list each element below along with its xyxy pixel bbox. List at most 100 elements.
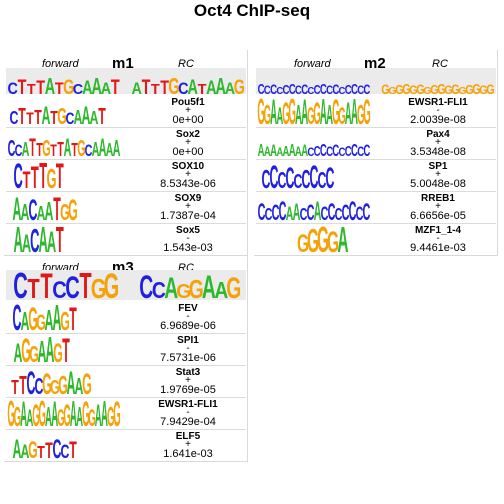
logo-letter-G: G bbox=[226, 273, 241, 305]
logo-letter-C: C bbox=[302, 165, 311, 194]
logo-letter-T: T bbox=[198, 82, 207, 98]
logo-letter-T: T bbox=[18, 103, 26, 129]
logo-letter-C: C bbox=[310, 160, 319, 196]
match-logo: C T T T A T GC A A A T bbox=[9, 102, 106, 130]
row-separator bbox=[256, 223, 496, 224]
logo-letter-A: A bbox=[67, 366, 76, 402]
row-separator bbox=[6, 127, 246, 128]
logo-letter-A: A bbox=[47, 226, 56, 258]
logo-letter-A: A bbox=[264, 143, 271, 159]
logo-letter-C: C bbox=[52, 435, 61, 465]
match-row: T T C C G G G A A G Stat3 +1.9769e-05 bbox=[4, 366, 248, 402]
logo-letter-C: C bbox=[30, 223, 39, 260]
logo-letter-A: A bbox=[101, 80, 111, 98]
logo-letter-A: A bbox=[70, 393, 77, 434]
logo-letter-A: A bbox=[206, 77, 216, 98]
logo-letter-C: C bbox=[314, 143, 321, 160]
motif-name: SPI1 bbox=[177, 335, 199, 346]
logo-letter-T: T bbox=[56, 220, 64, 260]
logo-letter-G: G bbox=[465, 82, 473, 97]
logo-letter-G: G bbox=[63, 75, 74, 98]
logo-letter-G: G bbox=[38, 393, 45, 434]
logo-letter-T: T bbox=[26, 110, 34, 128]
forward-label: forward bbox=[42, 58, 79, 70]
logo-letter-A: A bbox=[52, 298, 61, 338]
logo-letter-G: G bbox=[14, 402, 21, 433]
logo-letter-G: G bbox=[60, 199, 70, 225]
logo-letter-C: C bbox=[276, 86, 283, 97]
match-logo: A AG T T C C T bbox=[12, 435, 76, 465]
p-value: 6.9689e-06 bbox=[160, 320, 216, 332]
consensus-logo-rc: A T T T GCA T A AAG bbox=[132, 75, 245, 100]
logo-letter-C: C bbox=[363, 199, 371, 226]
logo-letter-C: C bbox=[152, 277, 166, 303]
logo-letter-C: C bbox=[332, 141, 339, 159]
logo-letter-C: C bbox=[349, 196, 357, 226]
strand-sign: + bbox=[185, 105, 191, 116]
logo-letter-T: T bbox=[71, 140, 78, 161]
row-separator bbox=[256, 127, 496, 128]
logo-letter-T: T bbox=[36, 140, 43, 161]
match-logo: A A C AA T bbox=[14, 220, 65, 260]
logo-letter-A: A bbox=[44, 197, 53, 226]
match-logo: GG A A GG A AGG A A GG A A GG bbox=[7, 393, 120, 434]
logo-letter-C: C bbox=[28, 194, 37, 227]
strand-sign: - bbox=[436, 105, 440, 116]
logo-letter-G: G bbox=[357, 100, 364, 131]
logo-letter-T: T bbox=[111, 75, 120, 98]
logo-letter-A: A bbox=[45, 75, 55, 100]
logo-letter-C: C bbox=[314, 84, 321, 98]
logo-letter-G: G bbox=[402, 80, 410, 97]
logo-letter-G: G bbox=[58, 371, 68, 400]
logo-letter-G: G bbox=[307, 224, 319, 260]
p-value: 1.641e-03 bbox=[163, 448, 213, 460]
logo-letter-G: G bbox=[42, 136, 50, 162]
logo-letter-G: G bbox=[363, 91, 370, 132]
logo-letter-C: C bbox=[339, 146, 346, 159]
logo-letter-C: C bbox=[258, 199, 266, 226]
logo-letter-C: C bbox=[65, 269, 79, 305]
logo-letter-G: G bbox=[307, 102, 314, 130]
logo-letter-A: A bbox=[132, 80, 142, 98]
logo-letter-A: A bbox=[270, 141, 277, 159]
logo-letter-G: G bbox=[479, 85, 488, 97]
logo-letter-G: G bbox=[297, 230, 309, 258]
p-value: 7.5731e-06 bbox=[160, 352, 216, 364]
logo-letter-A: A bbox=[95, 398, 102, 433]
motif-name: Stat3 bbox=[175, 367, 201, 378]
logo-letter-G: G bbox=[47, 162, 57, 194]
logo-letter-C: C bbox=[318, 167, 327, 193]
logo-letter-T: T bbox=[34, 106, 42, 129]
row-separator bbox=[256, 191, 496, 192]
logo-letter-T: T bbox=[40, 267, 52, 306]
logo-letter-G: G bbox=[313, 96, 320, 131]
logo-letter-A: A bbox=[13, 339, 22, 369]
logo-letter-C: C bbox=[301, 81, 308, 97]
logo-letter-G: G bbox=[472, 80, 480, 97]
logo-letter-A: A bbox=[81, 102, 90, 130]
logo-letter-C: C bbox=[270, 81, 277, 97]
logo-letter-C: C bbox=[9, 109, 18, 129]
logo-letter-T: T bbox=[53, 192, 61, 228]
logo-letter-G: G bbox=[264, 100, 271, 131]
logo-letter-A: A bbox=[73, 106, 82, 129]
p-value: 0e+00 bbox=[172, 146, 204, 158]
match-logo: C C A T T G T T A T GC A A A A bbox=[8, 135, 121, 162]
logo-letter-C: C bbox=[342, 200, 350, 225]
logo-letter-C: C bbox=[328, 199, 336, 226]
strand-sign: + bbox=[185, 169, 191, 180]
strand-sign: + bbox=[185, 201, 191, 212]
logo-letter-G: G bbox=[82, 393, 89, 434]
logo-letter-C: C bbox=[52, 276, 66, 303]
match-row: C C A T T G T T A T G C A A A A Sox2 +0e+00 bbox=[4, 128, 248, 162]
logo-letter-G: G bbox=[88, 404, 95, 432]
logo-letter-A: A bbox=[20, 199, 29, 225]
logo-letter-A: A bbox=[36, 202, 45, 225]
logo-letter-A: A bbox=[101, 393, 108, 434]
logo-letter-A: A bbox=[225, 80, 235, 98]
logo-letter-C: C bbox=[272, 200, 280, 225]
panel-name: m1 bbox=[112, 55, 134, 72]
logo-letter-C: C bbox=[300, 206, 308, 225]
logo-letter-C: C bbox=[139, 269, 153, 305]
